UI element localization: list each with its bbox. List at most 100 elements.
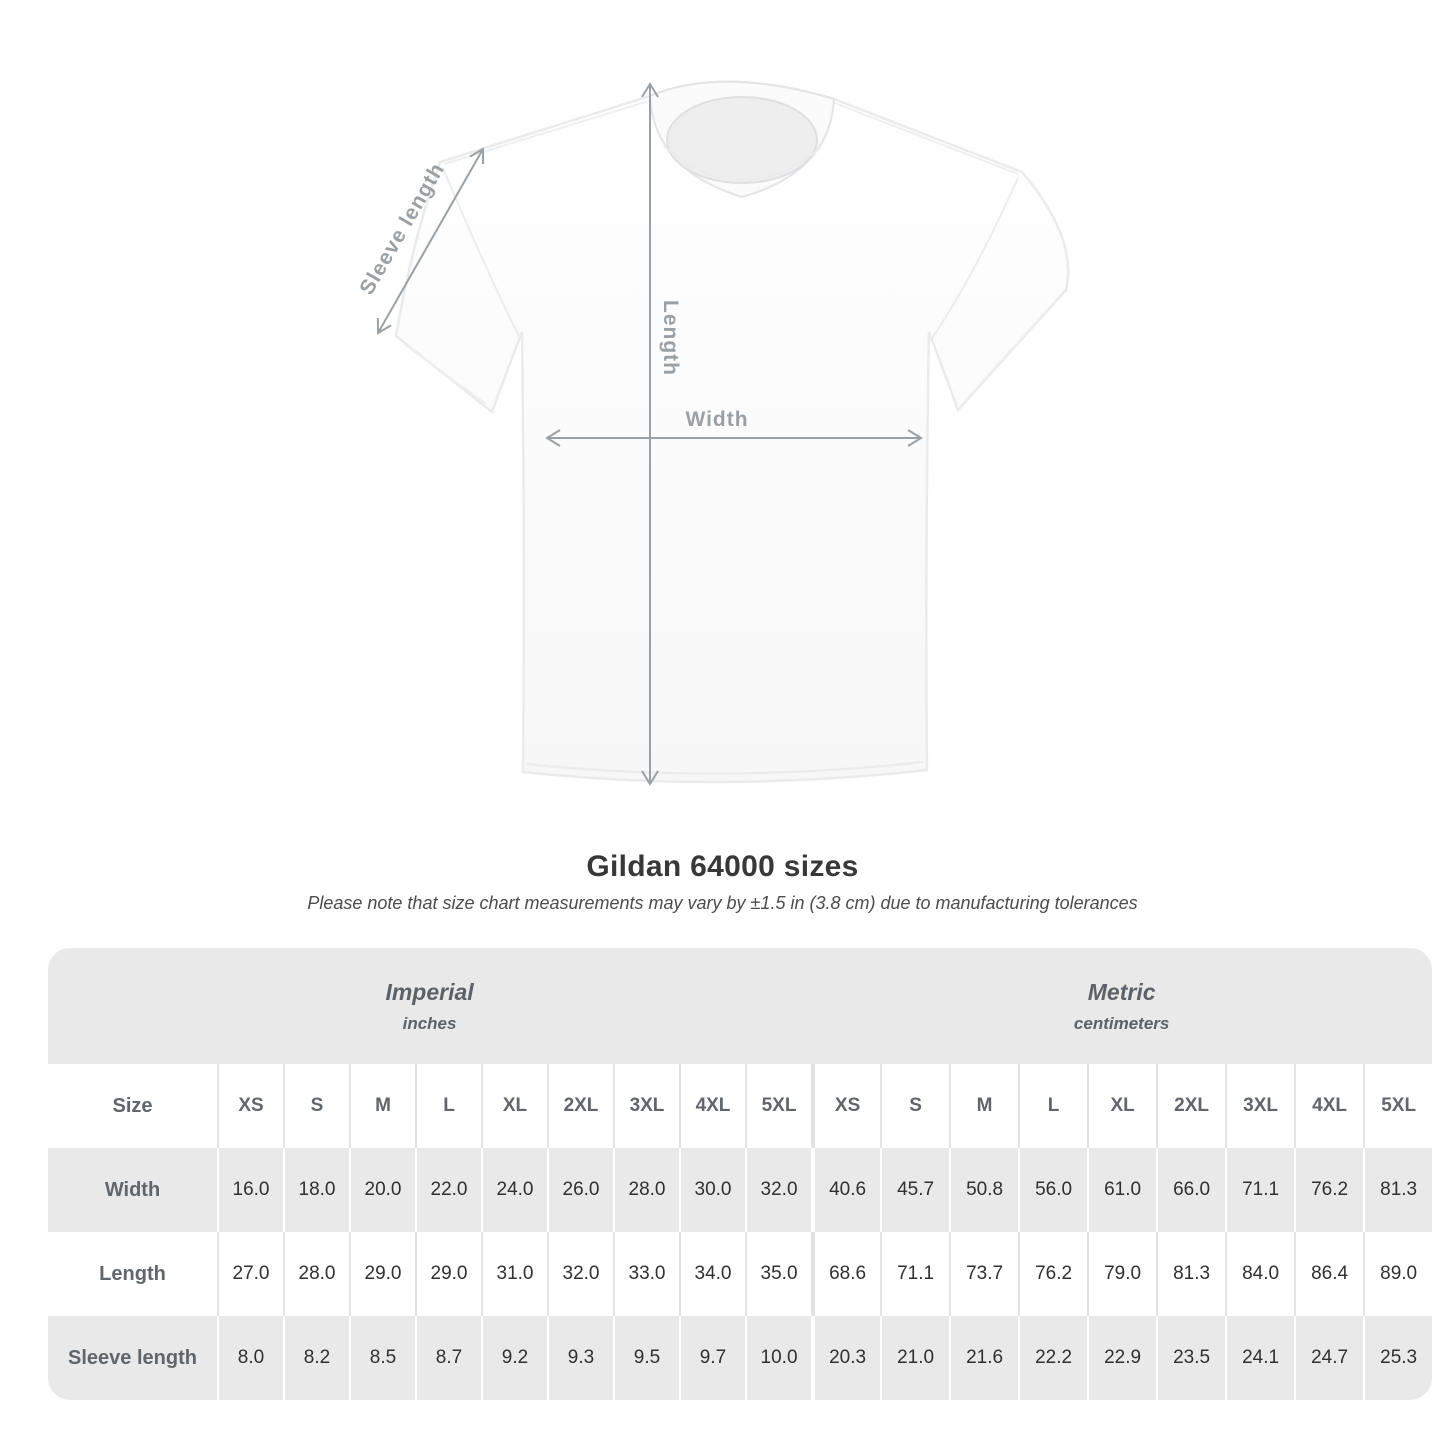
width-label: Width [685,408,748,431]
measurement-value-imperial: 29.0 [349,1232,415,1316]
size-column-header-imperial: 4XL [679,1064,745,1148]
measurement-value-imperial: 29.0 [415,1232,481,1316]
measurement-value-imperial: 28.0 [283,1232,349,1316]
size-column-header-imperial: XS [217,1064,283,1148]
sleeve-length-arrow [376,147,485,335]
tshirt-graphic [394,80,1070,784]
measurement-value-imperial: 33.0 [613,1232,679,1316]
metric-unit: centimeters [1073,1013,1170,1033]
measurement-row: Sleeve length 8.0 8.2 8.5 8.7 9.2 9.3 9.5 9.7 10.… [48,1316,1432,1400]
right-armhole-seam [931,177,1019,339]
measurement-value-imperial: 8.0 [217,1316,283,1400]
measurement-value-metric: 45.7 [880,1148,949,1232]
left-shoulder-seam [443,99,653,165]
measurement-row-label: Length [99,1262,166,1285]
metric-label: Metric [1087,978,1156,1005]
measurement-value-metric: 21.0 [880,1316,949,1400]
measurement-value-metric: 89.0 [1363,1232,1432,1316]
tshirt-measurement-diagram: Width Length Sleeve length [355,80,1070,786]
length-label: Length [659,300,682,376]
size-column-header-imperial: 5XL [745,1064,811,1148]
unit-header-imperial: Imperial inches [48,948,812,1064]
measurement-value-metric: 81.3 [1363,1148,1432,1232]
measurement-value-metric: 71.1 [880,1232,949,1316]
size-table: Imperial inches Metric centimeters Size … [48,948,1432,1400]
measurement-value-imperial: 35.0 [745,1232,811,1316]
measurement-value-imperial: 9.3 [547,1316,613,1400]
measurement-value-metric: 84.0 [1225,1232,1294,1316]
measurement-value-metric: 23.5 [1156,1316,1225,1400]
measurement-value-metric: 25.3 [1363,1316,1432,1400]
unit-groups-row: Imperial inches Metric centimeters [48,948,1432,1064]
measurement-value-imperial: 9.5 [613,1316,679,1400]
measurement-row: Width 16.0 18.0 20.0 22.0 24.0 26.0 28.0 30.0 32.… [48,1148,1432,1232]
size-table-container: Imperial inches Metric centimeters Size … [48,948,1432,1400]
hem-stitch [526,760,924,775]
tshirt-diagram-svg: Width Length Sleeve length [355,80,1070,786]
measurement-value-imperial: 28.0 [613,1148,679,1232]
measurement-row: Length 27.0 28.0 29.0 29.0 31.0 32.0 33.0 34.0 35… [48,1232,1432,1316]
size-column-header-imperial: M [349,1064,415,1148]
right-shoulder-seam [831,101,1019,175]
imperial-label: Imperial [385,978,474,1005]
collar-opening [666,96,818,184]
size-column-header-metric: XS [811,1064,880,1148]
left-armhole-seam [442,167,521,339]
size-column-header-imperial: 2XL [547,1064,613,1148]
imperial-unit: inches [402,1013,457,1033]
size-header-row: Size XS S M L XL 2XL 3XL 4XL 5XL XS S M L XL 2XL 3XL 4XL… [48,1064,1432,1148]
measurement-value-metric: 71.1 [1225,1148,1294,1232]
measurement-value-metric: 61.0 [1087,1148,1156,1232]
measurement-value-metric: 50.8 [949,1148,1018,1232]
width-arrow [545,429,923,447]
size-column-header-metric: 5XL [1363,1064,1432,1148]
measurement-value-metric: 76.2 [1294,1148,1363,1232]
collar-front-seam [663,145,821,182]
measurement-value-imperial: 32.0 [745,1148,811,1232]
right-cuff-stitch [963,297,1059,403]
measurement-value-imperial: 20.0 [349,1148,415,1232]
measurement-value-metric: 21.6 [949,1316,1018,1400]
measurement-value-metric: 56.0 [1018,1148,1087,1232]
size-column-header-imperial: 3XL [613,1064,679,1148]
measurement-value-imperial: 26.0 [547,1148,613,1232]
measurement-value-metric: 81.3 [1156,1232,1225,1316]
measurement-value-imperial: 27.0 [217,1232,283,1316]
size-column-header-metric: 4XL [1294,1064,1363,1148]
size-column-header-metric: M [949,1064,1018,1148]
measurement-row-label: Sleeve length [68,1346,197,1369]
measurement-value-imperial: 22.0 [415,1148,481,1232]
size-table-body: Width 16.0 18.0 20.0 22.0 24.0 26.0 28.0 30.0 32.… [48,1148,1432,1400]
size-column-header-metric: 3XL [1225,1064,1294,1148]
measurement-value-metric: 20.3 [811,1316,880,1400]
tshirt-body [394,80,1070,784]
page-title: Gildan 64000 sizes [586,850,859,883]
measurement-value-metric: 76.2 [1018,1232,1087,1316]
measurement-value-metric: 40.6 [811,1148,880,1232]
measurement-value-imperial: 8.2 [283,1316,349,1400]
measurement-value-imperial: 9.2 [481,1316,547,1400]
measurement-value-metric: 22.9 [1087,1316,1156,1400]
measurement-value-imperial: 8.7 [415,1316,481,1400]
measurement-value-metric: 68.6 [811,1232,880,1316]
measurement-value-metric: 73.7 [949,1232,1018,1316]
title-block: Gildan 64000 sizes Please note that size… [0,850,1445,914]
measurement-row-label: Width [104,1178,161,1201]
size-column-header-metric: 2XL [1156,1064,1225,1148]
measurement-value-metric: 86.4 [1294,1232,1363,1316]
size-column-header-metric: XL [1087,1064,1156,1148]
page-subtitle: Please note that size chart measurements… [307,893,1138,913]
measurement-value-imperial: 18.0 [283,1148,349,1232]
measurement-value-metric: 66.0 [1156,1148,1225,1232]
size-column-header-metric: S [880,1064,949,1148]
measurement-value-metric: 24.1 [1225,1316,1294,1400]
measurement-value-metric: 79.0 [1087,1232,1156,1316]
size-column-header-imperial: S [283,1064,349,1148]
size-column-header-metric: L [1018,1064,1087,1148]
measurement-value-imperial: 30.0 [679,1148,745,1232]
measurement-value-imperial: 16.0 [217,1148,283,1232]
measurement-value-imperial: 32.0 [547,1232,613,1316]
measurement-value-imperial: 10.0 [745,1316,811,1400]
left-cuff-stitch [403,343,487,405]
unit-header-metric: Metric centimeters [811,948,1432,1064]
